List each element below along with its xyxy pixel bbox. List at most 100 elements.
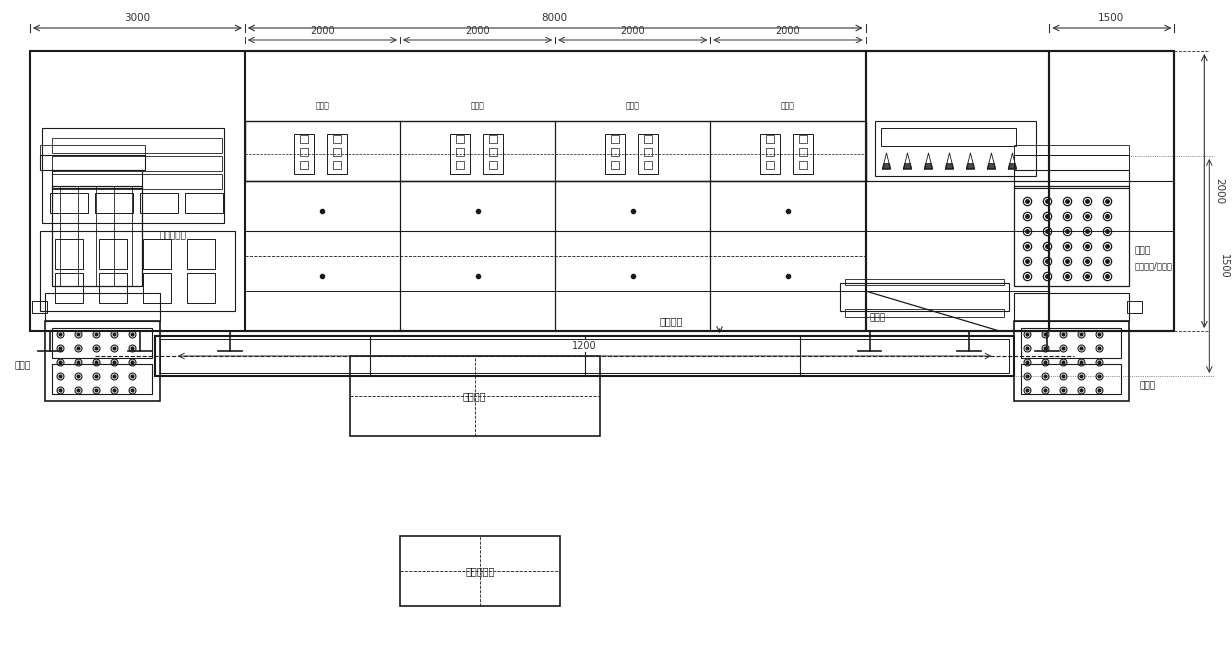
Bar	[483, 134, 503, 174]
Bar	[334, 148, 341, 156]
Polygon shape	[945, 147, 954, 163]
Bar	[1014, 170, 1130, 188]
Bar	[399, 536, 559, 606]
Text: 中频电源: 中频电源	[463, 391, 487, 401]
Bar	[489, 148, 496, 156]
Bar	[1021, 328, 1121, 358]
Bar	[644, 135, 652, 143]
Text: 感热炉体: 感热炉体	[659, 316, 683, 326]
Bar	[1014, 186, 1130, 286]
Polygon shape	[903, 153, 912, 169]
Bar	[866, 51, 1050, 331]
Polygon shape	[924, 153, 933, 169]
Text: 2000: 2000	[621, 26, 646, 36]
Polygon shape	[882, 153, 891, 169]
Text: 管道插叉/机械手: 管道插叉/机械手	[1135, 262, 1172, 270]
Bar	[1014, 145, 1130, 155]
Text: 自动上料机: 自动上料机	[160, 232, 187, 240]
Polygon shape	[945, 153, 954, 169]
Text: 整形机: 整形机	[1135, 246, 1151, 256]
Text: 进料机: 进料机	[15, 362, 31, 370]
Text: 2000: 2000	[776, 26, 801, 36]
Polygon shape	[966, 147, 975, 163]
Bar	[798, 161, 807, 169]
Text: 送料道: 送料道	[315, 101, 329, 111]
Bar	[46, 293, 160, 321]
Bar	[99, 239, 127, 269]
Text: 2000: 2000	[1215, 178, 1225, 204]
Bar	[294, 134, 314, 174]
Bar	[644, 161, 652, 169]
Bar	[30, 51, 245, 331]
Bar	[187, 273, 214, 303]
Polygon shape	[1009, 153, 1016, 169]
Bar	[52, 364, 152, 394]
Bar	[611, 135, 618, 143]
Bar	[456, 161, 463, 169]
Bar	[301, 148, 308, 156]
Bar	[489, 161, 496, 169]
Bar	[160, 339, 1009, 373]
Bar	[798, 148, 807, 156]
Bar	[334, 135, 341, 143]
Text: 1200: 1200	[573, 341, 598, 351]
Bar	[798, 135, 807, 143]
Bar	[185, 193, 223, 213]
Bar	[456, 135, 463, 143]
Bar	[51, 193, 87, 213]
Bar	[1014, 293, 1130, 321]
Polygon shape	[1009, 147, 1016, 163]
Text: 8000: 8000	[542, 13, 568, 23]
Bar	[187, 239, 214, 269]
Bar	[32, 301, 47, 313]
Polygon shape	[903, 147, 912, 163]
Bar	[301, 161, 308, 169]
Bar	[46, 321, 160, 401]
Bar	[55, 239, 83, 269]
Text: 送料道: 送料道	[781, 101, 795, 111]
Text: 智能控制台: 智能控制台	[464, 566, 494, 576]
Bar	[245, 121, 866, 181]
Bar	[301, 135, 308, 143]
Bar	[95, 193, 133, 213]
Polygon shape	[987, 153, 995, 169]
Bar	[155, 336, 1014, 376]
Bar	[766, 161, 774, 169]
Bar	[793, 134, 813, 174]
Bar	[52, 170, 142, 188]
Bar	[1050, 51, 1174, 331]
Bar	[245, 51, 866, 331]
Bar	[766, 148, 774, 156]
Bar	[334, 161, 341, 169]
Bar	[52, 186, 142, 286]
Bar	[1014, 321, 1130, 401]
Bar	[55, 273, 83, 303]
Bar	[39, 145, 145, 155]
Text: 送料道: 送料道	[471, 101, 484, 111]
Polygon shape	[882, 147, 891, 163]
Bar	[450, 134, 469, 174]
Text: 下料机: 下料机	[870, 314, 886, 322]
Polygon shape	[966, 153, 975, 169]
Text: 1500: 1500	[1098, 13, 1125, 23]
Bar	[875, 121, 1036, 176]
Bar	[52, 156, 222, 171]
Bar	[611, 161, 618, 169]
Bar	[140, 193, 177, 213]
Bar	[1127, 301, 1142, 313]
Text: 送料道: 送料道	[626, 101, 639, 111]
Bar	[42, 128, 224, 223]
Text: 2000: 2000	[466, 26, 490, 36]
Bar	[611, 148, 618, 156]
Bar	[605, 134, 625, 174]
Bar	[52, 328, 152, 358]
Text: 2000: 2000	[310, 26, 335, 36]
Bar	[638, 134, 658, 174]
Bar	[844, 309, 1004, 317]
Polygon shape	[987, 147, 995, 163]
Bar	[350, 356, 600, 436]
Text: 1500: 1500	[1220, 254, 1230, 278]
Bar	[143, 273, 171, 303]
Bar	[489, 135, 496, 143]
Bar	[30, 51, 1174, 331]
